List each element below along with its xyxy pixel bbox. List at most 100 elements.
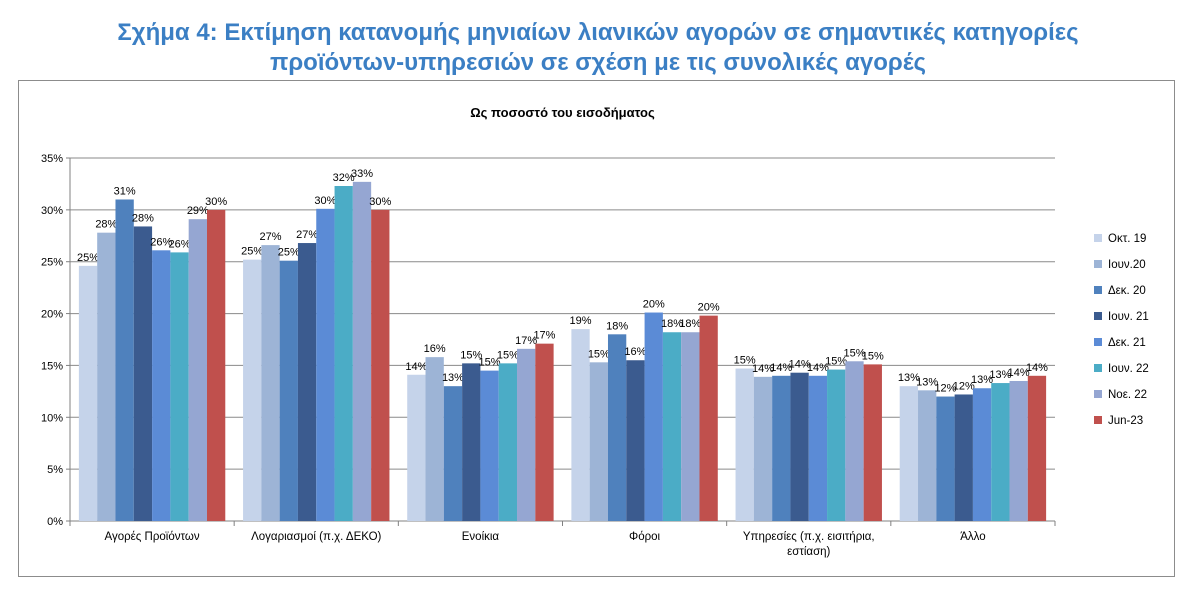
bar — [517, 348, 536, 521]
legend-swatch — [1094, 390, 1102, 398]
data-label: 17% — [515, 335, 537, 347]
data-label: 14% — [1008, 367, 1030, 379]
bar — [845, 361, 864, 521]
data-label: 15% — [862, 350, 884, 362]
bar — [425, 357, 444, 521]
data-label: 25% — [77, 252, 99, 264]
legend-label: Οκτ. 19 — [1108, 233, 1146, 245]
bar — [206, 209, 226, 521]
y-tick-label: 0% — [47, 516, 63, 528]
legend-label: Ιουν. 21 — [1108, 311, 1149, 323]
data-label: 13% — [898, 372, 920, 384]
bar — [863, 364, 882, 521]
bar — [662, 332, 682, 521]
bar — [261, 245, 280, 521]
data-label: 19% — [570, 315, 592, 327]
data-label: 30% — [314, 195, 336, 207]
bar — [279, 260, 298, 521]
bar — [899, 386, 919, 521]
bar — [371, 209, 390, 521]
legend-swatch — [1094, 234, 1102, 242]
data-label: 15% — [825, 356, 847, 368]
legend-label: Ιουν.20 — [1108, 259, 1146, 271]
bar — [97, 232, 116, 521]
legend-swatch — [1094, 364, 1102, 372]
x-tick-label: Ενοίκια — [462, 531, 500, 543]
bar — [243, 259, 262, 521]
bar — [152, 250, 171, 521]
data-label: 13% — [971, 374, 993, 386]
bar — [1027, 375, 1047, 521]
bar — [699, 315, 718, 521]
data-label: 14% — [789, 359, 811, 371]
bar-chart: Ως ποσοστό του εισοδήματος 0% 5% 10% 15% 20% 2… — [41, 105, 1149, 558]
data-label: 28% — [95, 219, 117, 231]
legend-swatch — [1094, 286, 1102, 294]
bar — [535, 343, 554, 521]
bar — [972, 388, 992, 521]
data-label: 29% — [187, 205, 209, 217]
bar — [334, 186, 353, 521]
data-label: 27% — [296, 229, 318, 241]
bar — [78, 265, 98, 521]
bar — [352, 181, 372, 521]
bar — [918, 390, 937, 521]
bar — [1009, 380, 1028, 521]
bar — [297, 243, 317, 521]
bar — [626, 360, 645, 521]
x-tick-label: Φόροι — [629, 531, 661, 543]
bar — [772, 375, 791, 521]
bar — [443, 386, 463, 521]
y-tick-label: 30% — [41, 205, 63, 217]
bar — [808, 375, 828, 521]
data-label: 14% — [405, 361, 427, 373]
bar — [991, 383, 1010, 521]
y-tick-label: 25% — [41, 257, 63, 269]
x-tick-label: Αγορές Προϊόντων — [105, 531, 200, 543]
y-tick-label: 5% — [47, 464, 63, 476]
data-label: 13% — [989, 369, 1011, 381]
data-label: 15% — [588, 348, 610, 360]
bar — [498, 363, 518, 521]
bar — [936, 396, 955, 521]
x-tick-label: Λογαριασμοί (π.χ. ΔΕΚΟ) — [251, 531, 381, 543]
data-label: 16% — [424, 343, 446, 355]
bar — [462, 363, 481, 521]
bar — [170, 252, 189, 521]
data-label: 31% — [114, 185, 136, 197]
data-label: 14% — [807, 362, 829, 374]
data-label: 15% — [734, 355, 756, 367]
data-label: 32% — [333, 172, 355, 184]
legend-swatch — [1094, 312, 1102, 320]
figure-title: Σχήμα 4: Εκτίμηση κατανομής μηνιαίων λια… — [0, 18, 1196, 78]
bar — [644, 312, 663, 521]
bar — [827, 369, 846, 521]
data-label: 33% — [351, 168, 373, 180]
data-label: 12% — [953, 380, 975, 392]
bar — [753, 376, 773, 521]
data-label: 12% — [934, 383, 956, 395]
bar — [735, 368, 754, 521]
data-label: 20% — [698, 302, 720, 314]
data-label: 27% — [259, 231, 281, 243]
bar — [115, 199, 134, 521]
x-tick-label: εστίαση) — [787, 546, 830, 558]
bar — [607, 334, 627, 521]
legend-label: Ιουν. 22 — [1108, 363, 1149, 375]
data-label: 25% — [278, 247, 300, 259]
bar — [133, 226, 153, 522]
figure-title-line2: προϊόντων-υπηρεσιών σε σχέση με τις συνο… — [269, 49, 927, 76]
y-tick-label: 20% — [41, 309, 63, 321]
data-label: 15% — [843, 347, 865, 359]
data-label: 20% — [643, 299, 665, 311]
data-label: 28% — [132, 212, 154, 224]
data-label: 25% — [241, 246, 263, 258]
data-label: 15% — [497, 349, 519, 361]
y-tick-label: 15% — [41, 360, 63, 372]
x-tick-label: Άλλο — [960, 531, 985, 543]
data-label: 15% — [479, 357, 501, 369]
legend-swatch — [1094, 416, 1102, 424]
chart-title: Ως ποσοστό του εισοδήματος — [470, 105, 655, 120]
data-label: 18% — [679, 318, 701, 330]
data-label: 13% — [916, 376, 938, 388]
